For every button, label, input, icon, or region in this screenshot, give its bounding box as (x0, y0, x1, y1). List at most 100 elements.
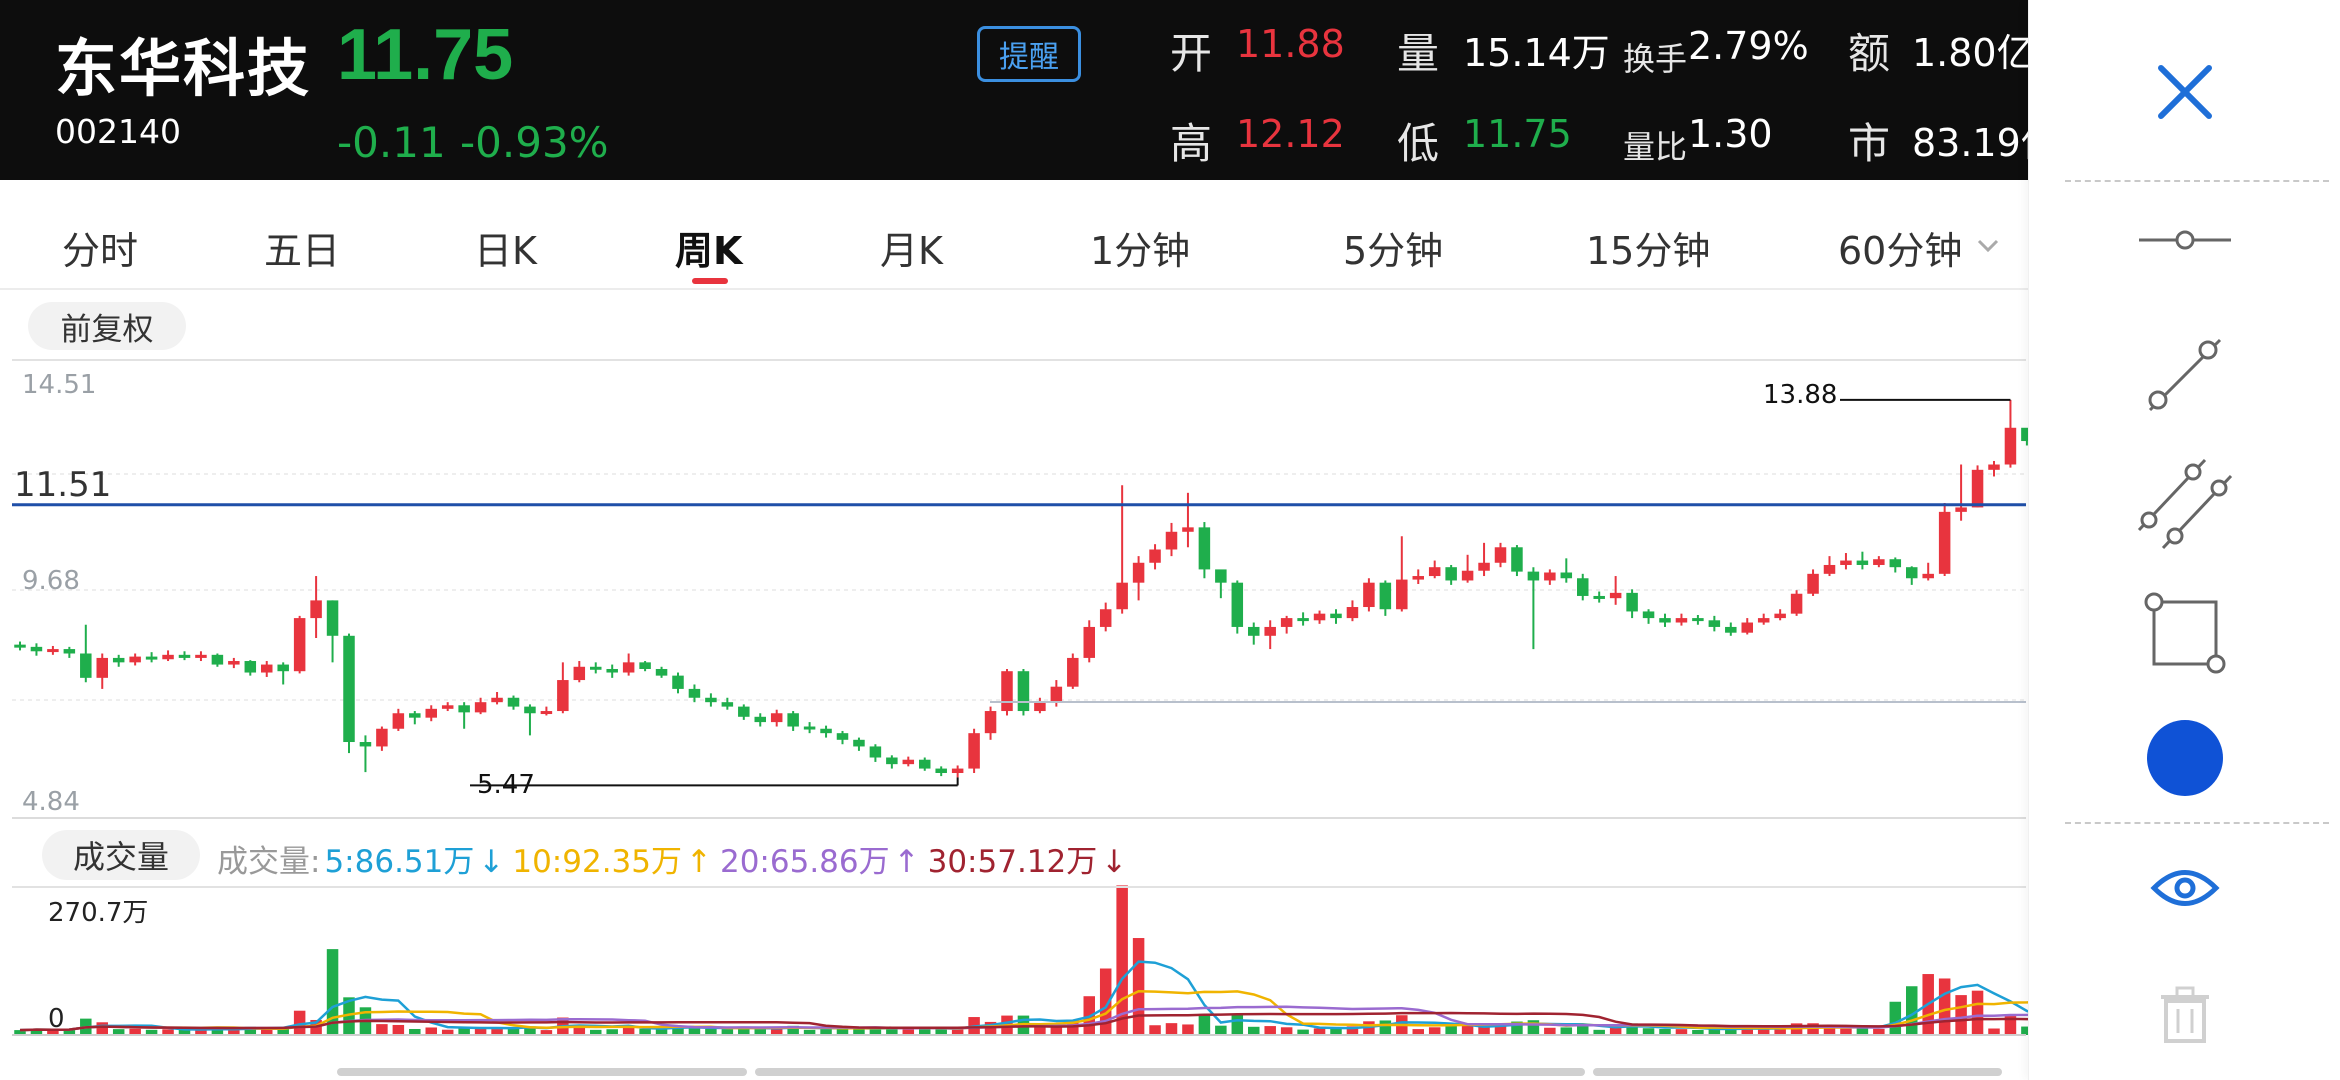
volume-bar (1675, 1029, 1688, 1035)
volume-bar (1577, 1023, 1589, 1035)
candle-body (1182, 527, 1194, 532)
ma20-legend: 20:65.86万 ↑ (719, 844, 920, 880)
candle-body (738, 706, 750, 717)
min-price-annotation: 5.47 (477, 770, 535, 800)
scrollbar-segment[interactable] (337, 1068, 747, 1076)
volume-bar (639, 1028, 651, 1035)
segment-line-tool[interactable] (2029, 330, 2340, 420)
active-tab-indicator (692, 278, 728, 284)
horizontal-line-icon[interactable] (2135, 220, 2235, 260)
candle-body (1790, 593, 1803, 614)
volume-chart[interactable]: 270.7万 0 (0, 885, 2028, 1060)
volume-bar (1132, 938, 1145, 1035)
toolbar-divider (2065, 822, 2329, 824)
volume-bar (1182, 1024, 1194, 1035)
candle-body (1560, 572, 1573, 579)
candle-body (359, 742, 372, 747)
segment-line-icon[interactable] (2140, 330, 2230, 420)
candle-body (1034, 702, 1046, 712)
drawing-toolbar (2028, 0, 2340, 1080)
tab-5-minute[interactable]: 5分钟 (1343, 229, 1444, 273)
volume-bar (228, 1029, 240, 1035)
tab-15-minute[interactable]: 15分钟 (1586, 229, 1711, 273)
delete-button[interactable] (2029, 982, 2340, 1048)
trash-icon[interactable] (2157, 985, 2213, 1045)
candle-body (277, 664, 289, 672)
rectangle-tool[interactable] (2029, 588, 2340, 678)
volume-bar (951, 1029, 964, 1035)
candle-body (1445, 567, 1457, 581)
volume-bar (1593, 1029, 1605, 1035)
tab-intraday[interactable]: 分时 (62, 229, 139, 273)
candle-body (1215, 569, 1227, 583)
close-icon[interactable] (2155, 62, 2215, 122)
period-tabs: 分时 五日 日K 周K 月K 1分钟 5分钟 15分钟 60分钟 (0, 200, 2028, 290)
horizontal-line-tool[interactable] (2029, 210, 2340, 270)
candle-body (1313, 613, 1326, 621)
candle-body (590, 666, 602, 670)
candle-body (1379, 582, 1392, 610)
candle-body (1132, 562, 1145, 583)
candle-body (14, 644, 26, 648)
parallel-line-icon[interactable] (2135, 452, 2235, 552)
candle-body (458, 705, 470, 713)
price-adjust-button[interactable]: 前复权 (28, 302, 186, 350)
volume-bar (1988, 1028, 2000, 1035)
candle-body (1823, 564, 1836, 574)
volume-bar (293, 1010, 306, 1035)
candle-body (688, 688, 701, 698)
scrollbar-segment[interactable] (1593, 1068, 2002, 1076)
visibility-toggle[interactable] (2029, 858, 2340, 918)
volume-indicator-button[interactable]: 成交量 (42, 830, 200, 880)
volume-bar (573, 1025, 586, 1035)
eye-icon[interactable] (2150, 863, 2220, 913)
color-swatch-icon[interactable] (2145, 718, 2225, 798)
tab-monthly-k[interactable]: 月K (880, 229, 943, 273)
candle-body (803, 726, 816, 730)
candle-body (1017, 671, 1030, 712)
rectangle-icon[interactable] (2140, 588, 2230, 678)
ma5-legend: 5:86.51万 ↓ (324, 844, 505, 880)
tab-60-minute[interactable]: 60分钟 (1838, 229, 1963, 273)
volume-bar (787, 1025, 799, 1035)
candle-body (1593, 595, 1605, 599)
parallel-line-tool[interactable] (2029, 452, 2340, 552)
chart-scrollbar[interactable] (337, 1068, 2002, 1076)
candle-body (1198, 527, 1211, 570)
close-button[interactable] (2029, 52, 2340, 132)
scrollbar-segment[interactable] (755, 1068, 1585, 1076)
chevron-down-icon[interactable] (1976, 236, 2000, 256)
volume-bar (261, 1027, 273, 1035)
candle-body (836, 733, 849, 740)
volume-bar (47, 1030, 59, 1035)
volume-value: 15.14万 (1463, 31, 1610, 75)
volume-bar (1708, 1028, 1721, 1035)
volume-bar (96, 1022, 108, 1035)
candlestick-chart[interactable]: 14.51 11.51 9.68 4.84 13.88 5.47 (0, 350, 2028, 820)
tab-1-minute[interactable]: 1分钟 (1090, 229, 1191, 273)
candle-body (573, 666, 586, 681)
tab-weekly-k[interactable]: 周K (675, 229, 743, 273)
volume-bar (277, 1027, 289, 1035)
candle-body (228, 661, 240, 665)
candle-body (507, 697, 520, 707)
volume-bar (491, 1029, 503, 1035)
candle-body (557, 680, 569, 712)
volume-bar (1346, 1026, 1359, 1035)
candle-body (984, 711, 997, 734)
y-axis-max-label: 14.51 (22, 370, 96, 400)
candle-body (754, 716, 766, 723)
volume-bar (1313, 1028, 1326, 1035)
volume-bar (1149, 1025, 1161, 1035)
color-picker[interactable] (2029, 718, 2340, 798)
amount-label: 额 (1848, 29, 1891, 78)
tab-five-day[interactable]: 五日 (264, 229, 341, 273)
candle-body (639, 662, 651, 669)
tab-daily-k[interactable]: 日K (474, 229, 537, 273)
volume-bar (30, 1029, 43, 1035)
volume-bar (326, 949, 339, 1035)
alert-button[interactable]: 提醒 (977, 26, 1081, 82)
candle-body (606, 668, 618, 673)
volume-label: 量 (1397, 29, 1440, 78)
candle-body (1938, 511, 1951, 574)
